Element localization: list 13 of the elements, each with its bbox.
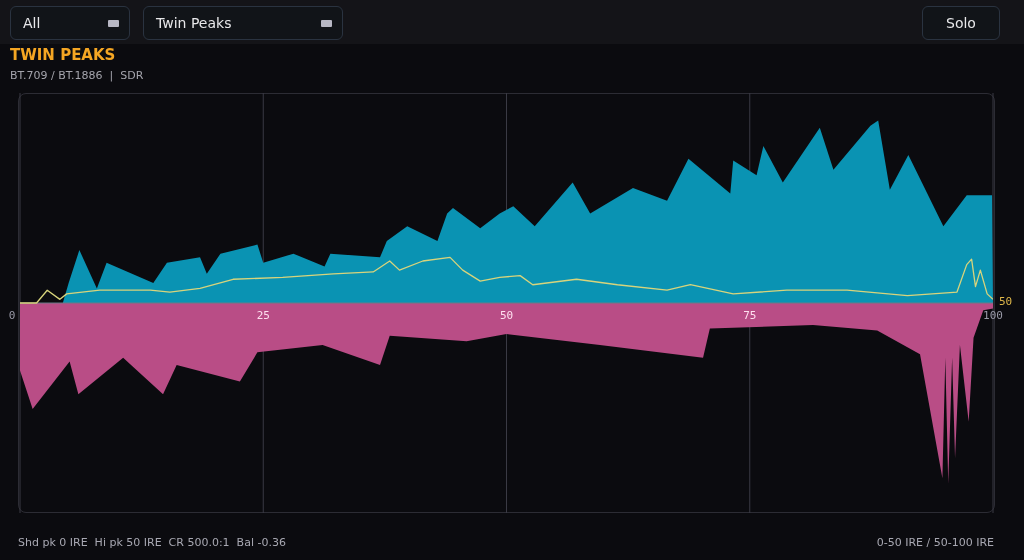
x-tick-label: 25: [256, 309, 270, 322]
dropdown-field: All: [10, 6, 130, 40]
x-tick-label: 50: [499, 309, 514, 322]
x-tick-label: 0: [8, 309, 16, 322]
x-tick-label: 100: [983, 309, 1003, 322]
x-tick-label: 75: [743, 309, 757, 322]
chart-title: TWIN PEAKS: [10, 46, 116, 64]
annotation: 50: [999, 295, 1013, 308]
dropdown-field: Twin Peaks: [143, 6, 343, 40]
text: Shd pk 0 IRE Hi pk 50 IRE CR 500.0:1 Bal -0.36: [18, 536, 286, 549]
chart-subtitle: BT.709 / BT.1886 | SDR: [10, 69, 144, 82]
text: 0-50 IRE / 50-100 IRE: [876, 536, 994, 549]
dropdown-field: Solo: [922, 6, 1000, 40]
